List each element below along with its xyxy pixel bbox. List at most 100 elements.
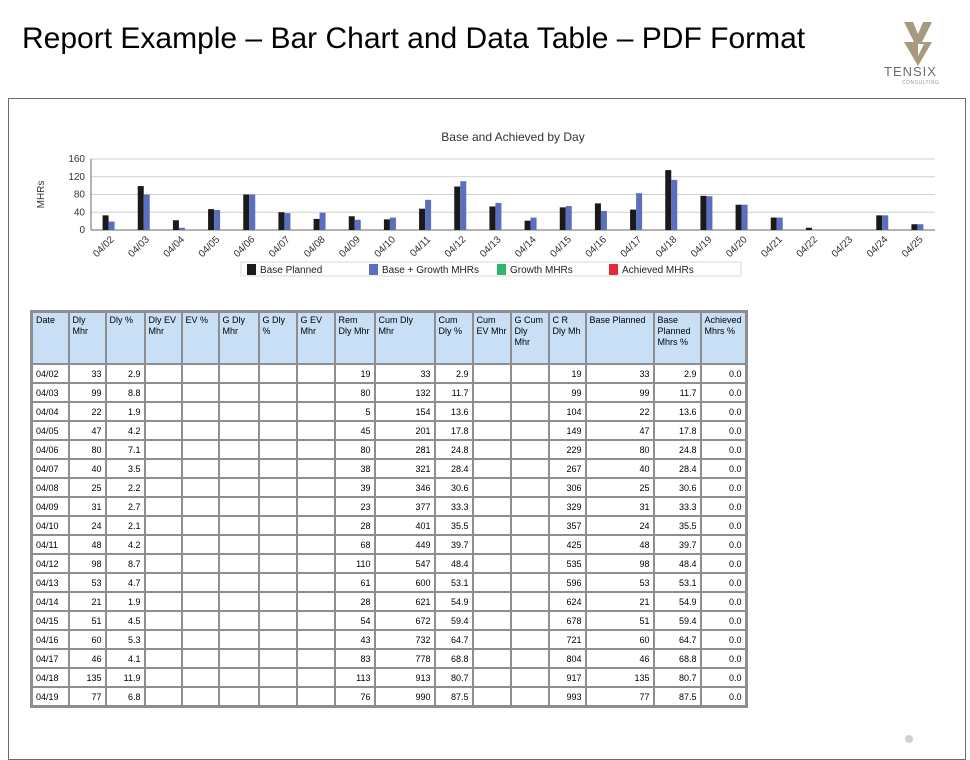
table-cell: 535 bbox=[547, 553, 587, 574]
table-cell: 24.8 bbox=[652, 439, 702, 460]
table-cell: 39.7 bbox=[433, 534, 474, 555]
table-cell: 53.1 bbox=[652, 572, 702, 593]
bar-base-growth-mhrs bbox=[671, 179, 678, 230]
logo-subtext: CONSULTING bbox=[902, 80, 940, 86]
table-cell bbox=[143, 553, 183, 574]
table-cell: 6.8 bbox=[104, 686, 146, 708]
table-cell: 04/05 bbox=[30, 420, 70, 441]
bar-base-planned bbox=[278, 212, 285, 230]
table-cell: 0.0 bbox=[699, 420, 748, 441]
table-cell bbox=[471, 401, 512, 422]
table-cell: 77 bbox=[67, 686, 107, 708]
column-header: Base Planned bbox=[584, 310, 655, 365]
table-cell: 0.0 bbox=[699, 363, 748, 384]
table-cell bbox=[143, 591, 183, 612]
table-cell: 22 bbox=[67, 401, 107, 422]
table-cell: 229 bbox=[547, 439, 587, 460]
column-header: Dly % bbox=[104, 310, 146, 365]
table-cell bbox=[217, 553, 260, 574]
table-cell: 04/04 bbox=[30, 401, 70, 422]
table-cell bbox=[509, 648, 550, 669]
table-row: 04/05 47 4.2 45 201 17.8 149 47 17.8 0.0 bbox=[30, 420, 748, 441]
table-cell bbox=[217, 401, 260, 422]
table-cell bbox=[180, 629, 220, 650]
table-cell: 33 bbox=[584, 363, 655, 384]
table-cell: 0.0 bbox=[699, 686, 748, 708]
table-cell: 31 bbox=[584, 496, 655, 517]
table-cell bbox=[295, 382, 336, 403]
table-cell bbox=[143, 629, 183, 650]
table-cell: 201 bbox=[373, 420, 436, 441]
table-cell: 80 bbox=[333, 439, 376, 460]
table-cell: 04/14 bbox=[30, 591, 70, 612]
table-cell: 77 bbox=[584, 686, 655, 708]
table-cell bbox=[471, 553, 512, 574]
table-cell: 87.5 bbox=[433, 686, 474, 708]
table-cell bbox=[509, 534, 550, 555]
table-cell: 54.9 bbox=[433, 591, 474, 612]
column-header: G Dly % bbox=[257, 310, 298, 365]
table-cell: 19 bbox=[333, 363, 376, 384]
table-cell bbox=[257, 458, 298, 479]
bar-base-planned bbox=[348, 216, 355, 230]
column-header: Cum EV Mhr bbox=[471, 310, 512, 365]
table-cell: 98 bbox=[584, 553, 655, 574]
bar-base-planned bbox=[630, 209, 637, 230]
table-cell: 35.5 bbox=[433, 515, 474, 536]
bar-base-planned bbox=[700, 195, 707, 230]
table-cell bbox=[257, 496, 298, 517]
column-header: G Cum Dly Mhr bbox=[509, 310, 550, 365]
x-tick-label: 04/24 bbox=[865, 234, 891, 260]
table-cell: 45 bbox=[333, 420, 376, 441]
table-cell: 778 bbox=[373, 648, 436, 669]
bar-chart: Base and Achieved by Day 0 40 80 120 160 MHRs 0… bbox=[36, 130, 935, 277]
table-cell: 31 bbox=[67, 496, 107, 517]
table-cell: 87.5 bbox=[652, 686, 702, 708]
table-cell bbox=[180, 382, 220, 403]
table-row: 04/08 25 2.2 39 346 30.6 306 25 30.6 0.0 bbox=[30, 477, 748, 498]
table-cell bbox=[471, 686, 512, 708]
page-indicator bbox=[905, 735, 913, 743]
table-cell bbox=[180, 667, 220, 688]
table-cell bbox=[217, 458, 260, 479]
x-tick-label: 04/16 bbox=[584, 234, 610, 260]
logo-text: TENSIX bbox=[884, 64, 937, 79]
table-cell: 0.0 bbox=[699, 477, 748, 498]
table-cell: 0.0 bbox=[699, 458, 748, 479]
table-cell: 621 bbox=[373, 591, 436, 612]
table-cell: 04/02 bbox=[30, 363, 70, 384]
legend-label: Base + Growth MHRs bbox=[382, 265, 479, 276]
table-cell: 377 bbox=[373, 496, 436, 517]
table-cell: 321 bbox=[373, 458, 436, 479]
table-cell bbox=[143, 420, 183, 441]
table-cell: 678 bbox=[547, 610, 587, 631]
table-cell: 33 bbox=[373, 363, 436, 384]
table-cell bbox=[471, 572, 512, 593]
table-cell bbox=[509, 458, 550, 479]
x-tick-label: 04/11 bbox=[408, 234, 433, 259]
table-cell bbox=[217, 648, 260, 669]
bar-base-growth-mhrs bbox=[565, 206, 572, 230]
table-cell: 40 bbox=[584, 458, 655, 479]
table-cell: 25 bbox=[584, 477, 655, 498]
table-cell bbox=[217, 515, 260, 536]
table-cell: 54.9 bbox=[652, 591, 702, 612]
bar-base-planned bbox=[524, 220, 531, 230]
table-cell: 48 bbox=[67, 534, 107, 555]
table-cell: 2.9 bbox=[433, 363, 474, 384]
x-tick-label: 04/17 bbox=[619, 234, 645, 260]
column-header: Achieved Mhrs % bbox=[699, 310, 748, 365]
table-cell: 7.1 bbox=[104, 439, 146, 460]
table-cell: 11.7 bbox=[652, 382, 702, 403]
table-cell: 04/06 bbox=[30, 439, 70, 460]
table-cell: 38 bbox=[333, 458, 376, 479]
table-row: 04/15 51 4.5 54 672 59.4 678 51 59.4 0.0 bbox=[30, 610, 748, 631]
table-cell: 24.8 bbox=[433, 439, 474, 460]
table-cell: 2.1 bbox=[104, 515, 146, 536]
table-cell bbox=[509, 363, 550, 384]
table-cell: 1.9 bbox=[104, 591, 146, 612]
bar-base-growth-mhrs bbox=[600, 210, 607, 230]
table-cell bbox=[509, 572, 550, 593]
table-cell bbox=[217, 477, 260, 498]
table-cell bbox=[143, 648, 183, 669]
